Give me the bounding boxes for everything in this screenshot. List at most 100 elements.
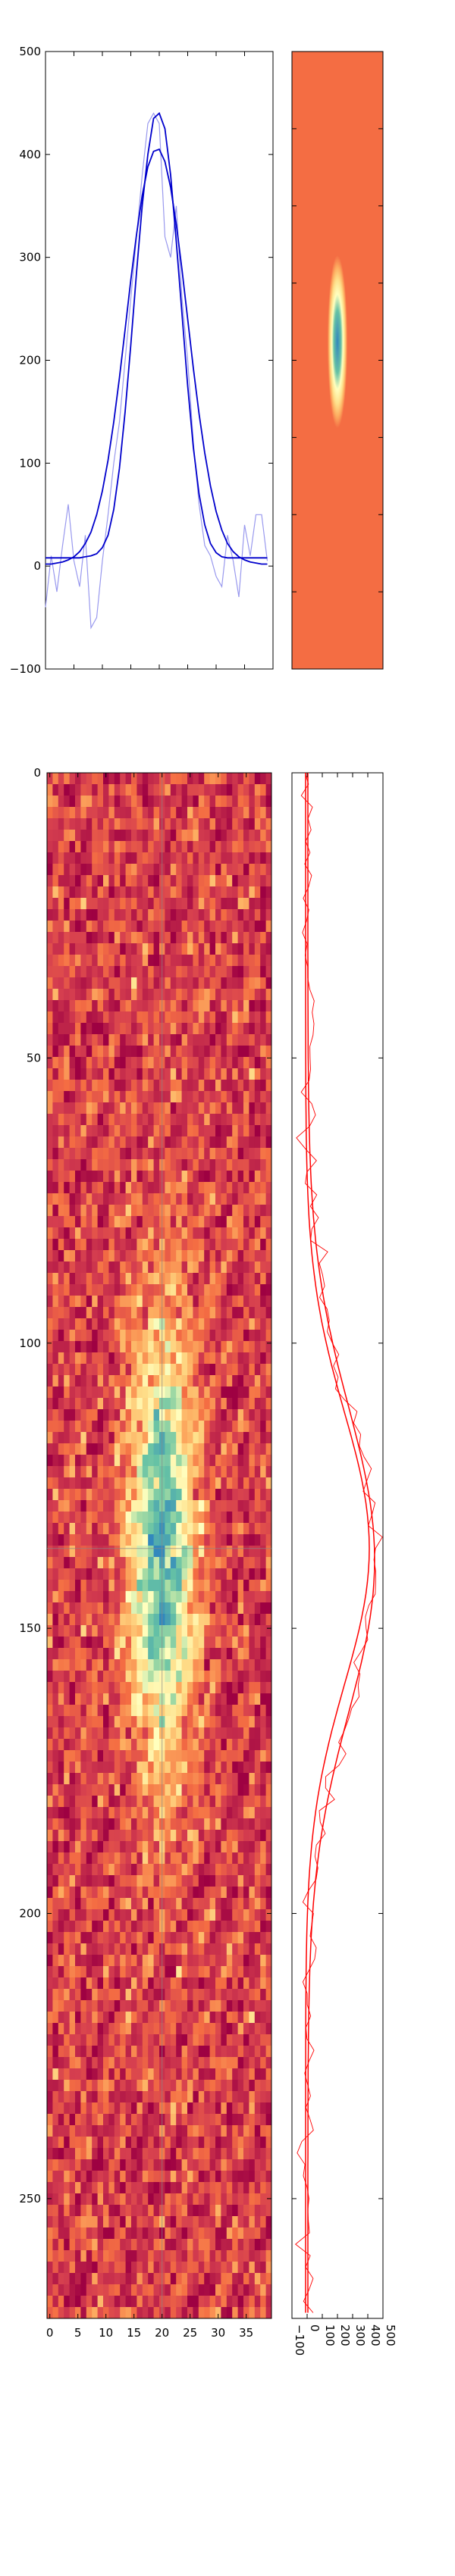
heatmap-cell [153, 864, 160, 876]
heatmap-cell [237, 898, 244, 910]
heatmap-cell [108, 921, 115, 933]
heatmap-cell [232, 2102, 238, 2115]
heatmap-cell [47, 1182, 53, 1194]
heatmap-cell [226, 2000, 233, 2012]
heatmap-cell [249, 1409, 256, 1421]
heatmap-cell [181, 1977, 188, 1990]
heatmap-cell [193, 2046, 199, 2058]
heatmap-cell [209, 1102, 216, 1114]
heatmap-cell [198, 955, 205, 967]
heatmap-cell [47, 2000, 53, 2012]
heatmap-cell [58, 1000, 64, 1012]
heatmap-cell [170, 1557, 177, 1569]
heatmap-cell [181, 1386, 188, 1399]
heatmap-cell [52, 1296, 59, 1308]
heatmap-cell [108, 2114, 115, 2126]
heatmap-cell [215, 977, 221, 989]
heatmap-cell [75, 1671, 81, 1683]
heatmap-cell [170, 1614, 177, 1626]
heatmap-cell [237, 1091, 244, 1103]
heatmap-cell [243, 1602, 249, 1615]
heatmap-cell [226, 2068, 233, 2080]
heatmap-cell [265, 1591, 272, 1603]
heatmap-cell [187, 2012, 193, 2024]
heatmap-cell [58, 1273, 64, 1285]
heatmap-cell [108, 784, 115, 796]
heatmap-cell [209, 1932, 216, 1944]
heatmap-cell [254, 2137, 261, 2149]
heatmap-cell [114, 1864, 121, 1876]
heatmap-cell [198, 966, 205, 978]
heatmap-cell [64, 2114, 70, 2126]
heatmap-cell [136, 898, 143, 910]
heatmap-cell [108, 864, 115, 876]
heatmap-cell [243, 2125, 249, 2137]
heatmap-cell [58, 1023, 64, 1035]
heatmap-cell [47, 966, 53, 978]
heatmap-cell [198, 1330, 205, 1342]
heatmap-cell [193, 898, 199, 910]
heatmap-cell [120, 1091, 126, 1103]
heatmap-cell [47, 1534, 53, 1546]
heatmap-cell [142, 1557, 149, 1569]
heatmap-cell [181, 1171, 188, 1183]
heatmap-cell [170, 2102, 177, 2115]
heatmap-cell [92, 773, 98, 785]
heatmap-cell [108, 1602, 115, 1615]
heatmap-cell [198, 1739, 205, 1751]
heatmap-cell [181, 1887, 188, 1899]
heatmap-cell [176, 1227, 182, 1240]
heatmap-cell [153, 1364, 160, 1376]
heatmap-cell [47, 1443, 53, 1455]
heatmap-cell [86, 1239, 93, 1251]
heatmap-cell [215, 1875, 221, 1887]
heatmap-cell [108, 818, 115, 830]
heatmap-cell [153, 852, 160, 864]
heatmap-cell [120, 2034, 126, 2046]
heatmap-cell [237, 1352, 244, 1365]
heatmap-cell [125, 1443, 132, 1455]
heatmap-cell [243, 1568, 249, 1580]
heatmap-cell [243, 1409, 249, 1421]
heatmap-cell [153, 784, 160, 796]
heatmap-cell [249, 1864, 256, 1876]
heatmap-cell [148, 886, 154, 899]
heatmap-cell [170, 1637, 177, 1649]
heatmap-cell [103, 955, 109, 967]
heatmap-cell [103, 2080, 109, 2092]
heatmap-cell [170, 1580, 177, 1592]
heatmap-cell [204, 1227, 210, 1240]
heatmap-cell [136, 1330, 143, 1342]
heatmap-cell [47, 1739, 53, 1751]
heatmap-cell [249, 1989, 256, 2001]
heatmap-cell [209, 1784, 216, 1796]
heatmap-cell [125, 1614, 132, 1626]
heatmap-cell [120, 1239, 126, 1251]
heatmap-cell [232, 1136, 238, 1149]
heatmap-cell [249, 1489, 256, 1501]
heatmap-cell [170, 1943, 177, 1955]
heatmap-cell [254, 1057, 261, 1069]
heatmap-cell [260, 1546, 266, 1558]
heatmap-cell [47, 1932, 53, 1944]
heatmap-cell [187, 1921, 193, 1933]
heatmap-cell [125, 989, 132, 1001]
heatmap-cell [86, 1148, 93, 1160]
heatmap-cell [198, 1512, 205, 1524]
heatmap-cell [176, 1523, 182, 1535]
heatmap-cell [131, 1011, 137, 1024]
heatmap-cell [265, 1057, 272, 1069]
heatmap-cell [198, 807, 205, 819]
heatmap-cell [243, 1386, 249, 1399]
heatmap-cell [232, 1114, 238, 1126]
heatmap-cell [52, 1784, 59, 1796]
heatmap-cell [193, 852, 199, 864]
heatmap-cell [125, 1534, 132, 1546]
heatmap-cell [58, 875, 64, 887]
heatmap-cell [165, 1364, 171, 1376]
heatmap-cell [97, 966, 104, 978]
heatmap-cell [108, 1500, 115, 1512]
heatmap-cell [237, 909, 244, 921]
heatmap-cell [237, 1477, 244, 1490]
heatmap-cell [221, 1955, 228, 1967]
